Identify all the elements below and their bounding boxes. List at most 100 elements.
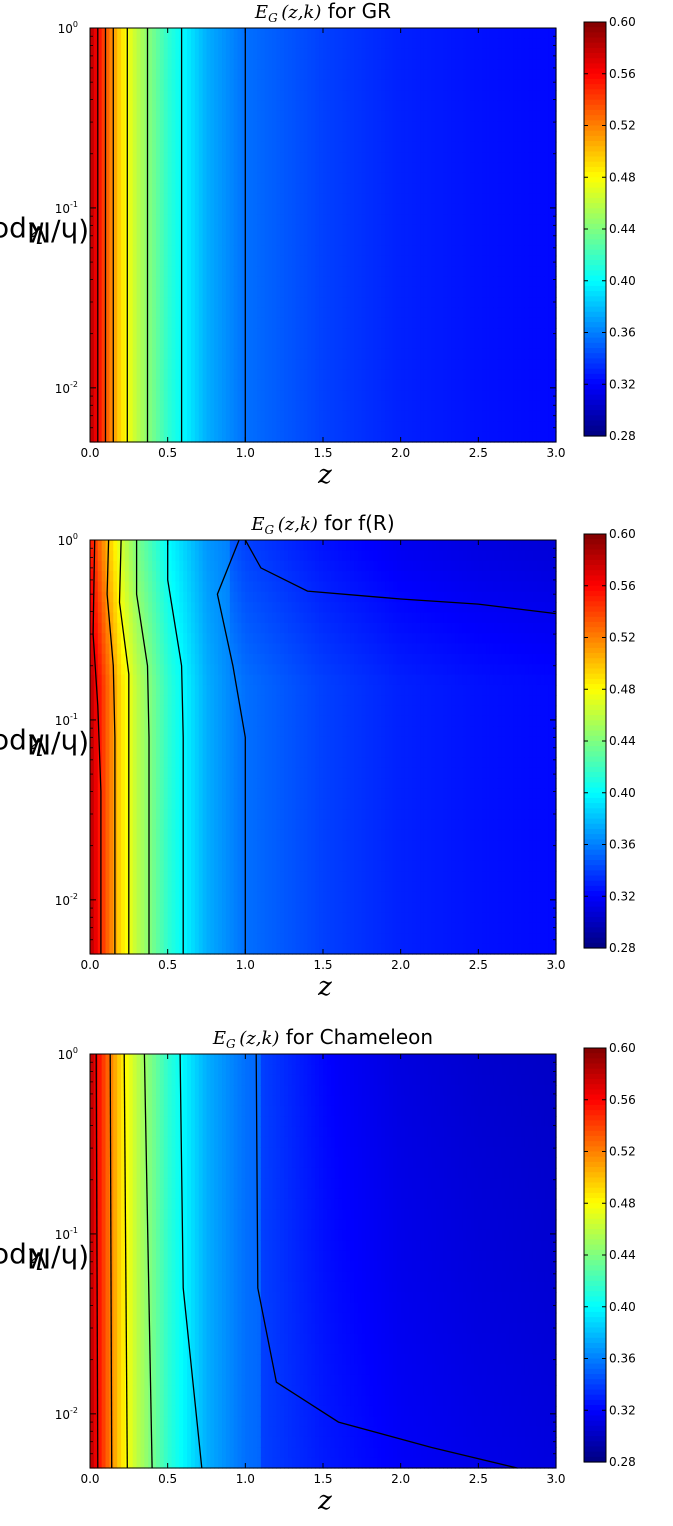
heatmap-cell: [300, 359, 304, 370]
heatmap-cell: [183, 69, 187, 80]
heatmap-cell: [214, 328, 218, 339]
heatmap-cell: [269, 183, 273, 194]
heatmap-cell: [218, 225, 222, 236]
heatmap-cell: [517, 287, 521, 298]
heatmap-cell: [502, 276, 506, 287]
heatmap-cell: [432, 38, 436, 49]
heatmap-cell: [533, 307, 537, 318]
heatmap-cell: [183, 411, 187, 422]
heatmap-cell: [144, 152, 148, 163]
heatmap-cell: [311, 421, 315, 432]
heatmap-cell: [175, 80, 179, 91]
heatmap-cell: [121, 235, 125, 246]
heatmap-cell: [443, 152, 447, 163]
heatmap-cell: [432, 90, 436, 101]
heatmap-cell: [540, 266, 544, 277]
heatmap-cell: [172, 235, 176, 246]
heatmap-cell: [521, 380, 525, 391]
heatmap-cell: [517, 339, 521, 350]
heatmap-cell: [214, 111, 218, 122]
heatmap-cell: [113, 214, 117, 225]
heatmap-cell: [494, 183, 498, 194]
heatmap-cell: [296, 411, 300, 422]
heatmap-cell: [408, 204, 412, 215]
heatmap-cell: [362, 225, 366, 236]
heatmap-cell: [144, 328, 148, 339]
heatmap-cell: [106, 266, 110, 277]
heatmap-cell: [358, 173, 362, 184]
heatmap-cell: [544, 132, 548, 143]
heatmap-cell: [160, 38, 164, 49]
heatmap-cell: [257, 266, 261, 277]
heatmap-cell: [199, 59, 203, 70]
heatmap-cell: [490, 163, 494, 174]
heatmap-cell: [230, 390, 234, 401]
heatmap-cell: [327, 401, 331, 412]
heatmap-cell: [482, 142, 486, 153]
heatmap-cell: [408, 194, 412, 205]
heatmap-cell: [537, 111, 541, 122]
heatmap-cell: [319, 121, 323, 132]
heatmap-cell: [432, 152, 436, 163]
heatmap-cell: [245, 163, 249, 174]
heatmap-cell: [467, 28, 471, 39]
heatmap-cell: [331, 28, 335, 39]
heatmap-cell: [506, 235, 510, 246]
heatmap-cell: [463, 111, 467, 122]
heatmap-cell: [164, 194, 168, 205]
heatmap-cell: [164, 390, 168, 401]
heatmap-cell: [168, 142, 172, 153]
heatmap-cell: [428, 328, 432, 339]
heatmap-cell: [354, 152, 358, 163]
heatmap-cell: [214, 173, 218, 184]
heatmap-cell: [199, 225, 203, 236]
heatmap-cell: [273, 194, 277, 205]
heatmap-cell: [346, 432, 350, 443]
heatmap-cell: [210, 411, 214, 422]
heatmap-cell: [265, 359, 269, 370]
heatmap-cell: [148, 421, 152, 432]
heatmap-cell: [203, 411, 207, 422]
heatmap-cell: [432, 69, 436, 80]
heatmap-cell: [471, 194, 475, 205]
heatmap-cell: [393, 69, 397, 80]
heatmap-cell: [408, 90, 412, 101]
heatmap-cell: [327, 111, 331, 122]
heatmap-cell: [428, 59, 432, 70]
heatmap-cell: [276, 432, 280, 443]
heatmap-cell: [447, 38, 451, 49]
heatmap-cell: [276, 225, 280, 236]
heatmap-cell: [315, 370, 319, 381]
heatmap-cell: [548, 370, 552, 381]
heatmap-cell: [210, 204, 214, 215]
heatmap-cell: [455, 121, 459, 132]
heatmap-cell: [513, 38, 517, 49]
heatmap-cell: [447, 256, 451, 267]
heatmap-cell: [544, 276, 548, 287]
heatmap-cell: [311, 142, 315, 153]
heatmap-cell: [451, 183, 455, 194]
heatmap-cell: [525, 245, 529, 256]
colorbar-segment: [584, 43, 606, 49]
heatmap-cell: [362, 328, 366, 339]
heatmap-cell: [164, 38, 168, 49]
heatmap-cell: [234, 287, 238, 298]
heatmap-cell: [245, 307, 249, 318]
heatmap-cell: [113, 38, 117, 49]
heatmap-cell: [323, 38, 327, 49]
heatmap-cell: [366, 287, 370, 298]
heatmap-cell: [490, 90, 494, 101]
heatmap-cell: [296, 100, 300, 111]
heatmap-cell: [533, 401, 537, 412]
heatmap-cell: [269, 163, 273, 174]
heatmap-cell: [175, 152, 179, 163]
heatmap-cell: [152, 152, 156, 163]
heatmap-cell: [544, 183, 548, 194]
heatmap-cell: [350, 266, 354, 277]
heatmap-cell: [276, 183, 280, 194]
heatmap-cell: [389, 111, 393, 122]
heatmap-cell: [377, 401, 381, 412]
heatmap-cell: [249, 411, 253, 422]
heatmap-cell: [471, 287, 475, 298]
heatmap-cell: [276, 339, 280, 350]
